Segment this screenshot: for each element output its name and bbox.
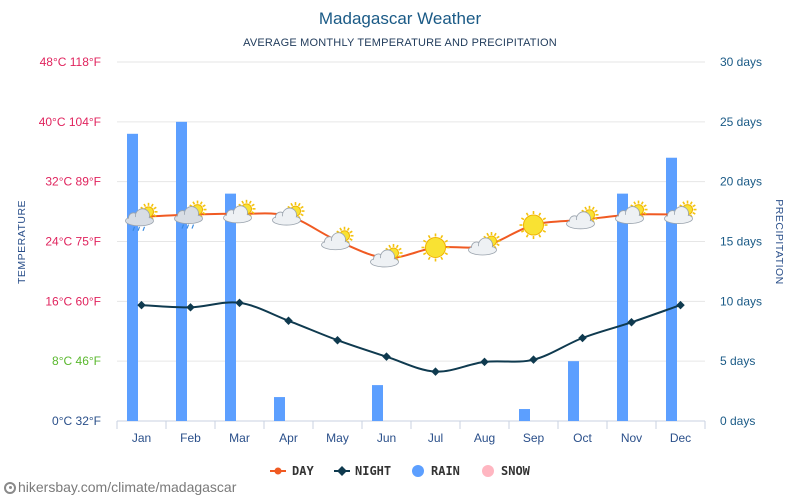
cloud-sun-rain-icon [125,202,158,232]
rain-bar [617,193,628,421]
rain-bar [274,397,285,421]
x-tick-label: Jan [132,431,151,445]
temperature-tick-label: 0°C 32°F [52,414,101,428]
temperature-tick-label: 24°C 75°F [45,235,101,249]
rain-bar [519,409,530,421]
legend-item-night[interactable]: NIGHT [334,464,391,478]
precipitation-tick-label: 5 days [720,354,755,368]
rain-bar [176,121,187,421]
rain-bar [127,133,138,422]
precipitation-tick-label: 15 days [720,235,762,249]
legend-label-rain: RAIN [431,464,460,478]
temperature-tick-label: 16°C 60°F [45,294,101,308]
rain-bars [127,121,677,422]
night-point [627,318,636,327]
precipitation-tick-label: 30 days [720,55,762,69]
precipitation-tick-label: 10 days [720,294,762,308]
night-point [480,357,489,367]
x-tick-label: Feb [180,431,201,445]
legend-item-snow[interactable]: SNOW [482,464,531,478]
night-point [284,316,293,326]
x-tick-label: Dec [670,431,691,445]
night-point [333,335,342,345]
night-point [382,352,391,361]
cloud-sun-icon [664,200,697,224]
legend-label-day: DAY [292,464,314,478]
cloud-sun-rain-icon [174,200,207,229]
x-tick-label: Jul [428,431,443,445]
temperature-axis: 0°C 32°F 8°C 46°F 16°C 60°F 24°C 75°F 32°C 8… [39,55,101,428]
temperature-tick-label: 32°C 89°F [45,175,101,189]
legend-item-rain[interactable]: RAIN [412,464,460,478]
precipitation-tick-label: 20 days [720,175,762,189]
cloud-sun-icon [321,226,354,251]
legend-label-snow: SNOW [501,464,531,478]
x-tick-label: Mar [229,431,250,445]
sun-icon [519,211,548,240]
night-point [137,300,146,310]
rain-bar [372,385,383,421]
night-point [431,367,440,376]
temperature-tick-label: 8°C 46°F [52,354,101,368]
precipitation-axis: 0 days 5 days 10 days 15 days 20 days 25 days… [720,55,762,428]
cloud-sun-icon [223,199,256,224]
x-tick-label: Apr [279,431,298,445]
night-temperature-line [141,301,681,373]
weather-icons [125,199,697,268]
gridlines [117,61,705,422]
sun-icon [421,233,450,262]
night-points [137,298,685,376]
temperature-axis-title: TEMPERATURE [16,200,28,284]
precipitation-tick-label: 0 days [720,414,755,428]
legend-item-day[interactable]: DAY [270,464,314,478]
cloud-sun-icon [566,205,599,230]
temperature-tick-label: 40°C 104°F [39,115,101,129]
cloud-sun-icon [272,202,305,226]
x-tick-label: Aug [474,431,495,445]
legend-label-night: NIGHT [355,464,391,478]
source-link[interactable]: hikersbay.com/climate/madagascar [4,479,236,495]
x-tick-label: Jun [377,431,396,445]
chart-subtitle: AVERAGE MONTHLY TEMPERATURE AND PRECIPIT… [243,37,557,49]
source-text: hikersbay.com/climate/madagascar [18,479,237,495]
precipitation-tick-label: 25 days [720,115,762,129]
chart-title: Madagascar Weather [319,9,482,28]
cloud-sun-icon [615,200,648,224]
rain-bar [666,157,677,421]
precipitation-axis-title: PRECIPITATION [773,199,785,284]
night-point [235,298,244,308]
cloud-sun-icon [370,243,403,268]
x-tick-label: Nov [621,431,642,445]
day-temperature-line [141,212,681,260]
x-tick-label: Sep [523,431,545,445]
rain-bar [225,193,236,421]
night-point [186,303,195,312]
x-tick-label: May [326,431,349,445]
legend: DAY NIGHT RAIN SNOW [270,464,531,478]
x-axis: Jan Feb Mar Apr May Jun Jul Aug Sep Oct Nov Dec [116,421,706,445]
rain-bar [568,361,579,421]
hikersbay-logo-icon [4,482,16,494]
x-tick-label: Oct [573,431,592,445]
night-point [529,355,538,364]
temperature-tick-label: 48°C 118°F [40,55,101,69]
night-point [676,300,685,310]
cloud-sun-icon [468,231,501,256]
night-point [578,333,587,343]
